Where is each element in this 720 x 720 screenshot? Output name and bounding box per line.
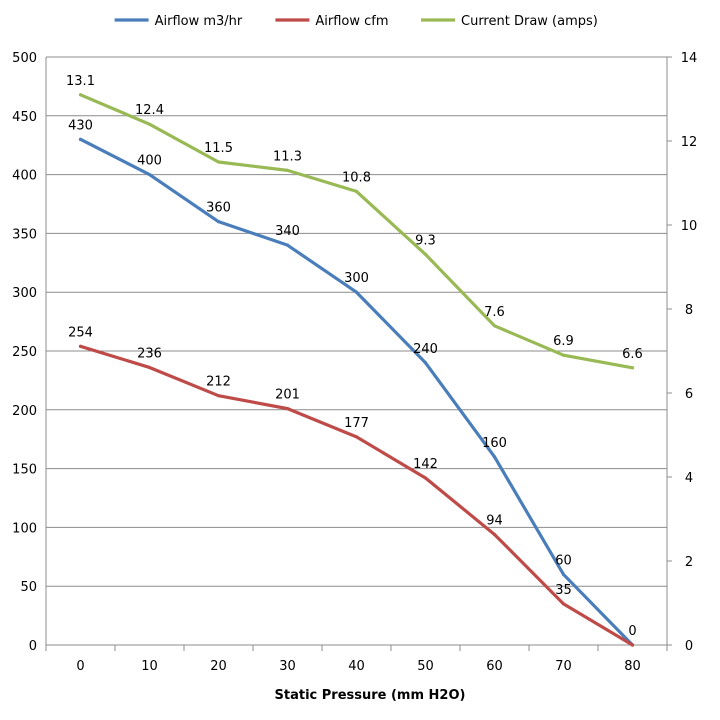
data-point-airflow-m3-hr-0: [78, 137, 83, 141]
series-line-airflow-cfm: [78, 344, 635, 647]
data-point-airflow-cfm-1: [147, 365, 152, 370]
y2-tick-label-12: 12: [681, 135, 698, 150]
data-label-airflow-cfm-6: 94: [486, 513, 503, 528]
data-point-airflow-m3-hr-1: [147, 173, 152, 177]
data-point-current-draw-amps-3: [285, 168, 290, 172]
y2-tick-label-4: 4: [685, 471, 693, 486]
data-point-current-draw-amps-1: [147, 122, 152, 126]
y-tick-label-300: 300: [12, 286, 37, 301]
y-tick-label-50: 50: [20, 580, 37, 595]
data-label-current-draw-amps-3: 11.3: [273, 149, 302, 164]
data-point-airflow-m3-hr-3: [285, 243, 290, 247]
y-tick-label-150: 150: [12, 463, 37, 478]
y-tick-label-200: 200: [12, 404, 37, 419]
y2-tick-label-8: 8: [685, 303, 693, 318]
data-point-airflow-m3-hr-2: [216, 220, 221, 224]
data-point-airflow-cfm-3: [285, 407, 290, 411]
legend-label-airflow-m3-hr: Airflow m3/hr: [155, 14, 243, 29]
data-point-current-draw-amps-8: [630, 366, 635, 370]
x-tick-label-10: 10: [141, 659, 158, 674]
x-tick-label-0: 0: [76, 659, 84, 674]
x-axis-title: Static Pressure (mm H2O): [275, 688, 466, 703]
data-label-airflow-cfm-7: 35: [555, 583, 572, 598]
data-point-airflow-cfm-5: [423, 476, 428, 480]
data-label-airflow-m3-hr-1: 400: [137, 154, 162, 169]
data-label-airflow-m3-hr-8: 0: [628, 624, 636, 639]
data-label-airflow-cfm-3: 201: [275, 388, 300, 403]
data-point-current-draw-amps-4: [354, 189, 359, 193]
data-point-airflow-m3-hr-6: [492, 455, 497, 459]
data-point-airflow-cfm-8: [630, 643, 635, 647]
data-point-airflow-cfm-7: [561, 602, 566, 606]
data-label-current-draw-amps-1: 12.4: [135, 103, 164, 118]
x-tick-label-30: 30: [279, 659, 296, 674]
axes: 0501001502002503003504004505000246810121…: [12, 51, 697, 674]
y-tick-label-500: 500: [12, 51, 37, 66]
data-point-current-draw-amps-6: [492, 324, 497, 328]
data-point-airflow-m3-hr-4: [354, 290, 359, 294]
data-label-current-draw-amps-4: 10.8: [342, 170, 371, 185]
y-tick-label-250: 250: [12, 345, 37, 360]
y2-tick-label-0: 0: [685, 639, 693, 654]
data-point-airflow-m3-hr-7: [561, 572, 566, 577]
data-label-airflow-m3-hr-6: 160: [482, 436, 507, 451]
data-label-current-draw-amps-5: 9.3: [415, 233, 436, 248]
y2-tick-label-14: 14: [681, 51, 698, 66]
y-tick-label-350: 350: [12, 227, 37, 242]
data-label-airflow-m3-hr-4: 300: [344, 271, 369, 286]
y2-tick-label-6: 6: [685, 387, 693, 402]
y-tick-label-100: 100: [12, 521, 37, 536]
data-label-airflow-cfm-5: 142: [413, 457, 438, 472]
data-label-current-draw-amps-2: 11.5: [204, 141, 233, 156]
x-tick-label-60: 60: [486, 659, 503, 674]
data-point-airflow-cfm-6: [492, 532, 497, 537]
y2-tick-label-10: 10: [681, 219, 698, 234]
x-tick-label-40: 40: [348, 659, 365, 674]
series-line-airflow-m3-hr: [78, 137, 635, 647]
data-point-current-draw-amps-2: [216, 160, 221, 164]
data-label-airflow-m3-hr-0: 430: [68, 118, 93, 133]
data-point-airflow-m3-hr-5: [423, 361, 428, 365]
data-label-current-draw-amps-6: 7.6: [484, 305, 505, 320]
data-label-airflow-cfm-4: 177: [344, 416, 369, 431]
y-tick-label-400: 400: [12, 169, 37, 184]
data-label-airflow-m3-hr-2: 360: [206, 201, 231, 216]
gridlines: [46, 56, 667, 646]
data-label-current-draw-amps-8: 6.6: [622, 347, 643, 362]
data-label-airflow-cfm-0: 254: [68, 325, 93, 340]
series-lines: [78, 93, 635, 647]
x-tick-label-50: 50: [417, 659, 434, 674]
data-label-airflow-m3-hr-5: 240: [413, 342, 438, 357]
x-tick-label-80: 80: [624, 659, 641, 674]
data-label-airflow-cfm-1: 236: [137, 346, 162, 361]
data-point-airflow-cfm-2: [216, 394, 221, 398]
y2-tick-label-2: 2: [685, 555, 693, 570]
series-line-current-draw-amps: [78, 93, 635, 370]
data-label-airflow-cfm-2: 212: [206, 375, 231, 390]
data-labels: 430 400 360 340 300 240 160 60 0 254 236 212 201 177 1…: [66, 74, 643, 639]
legend-label-current-draw-amps: Current Draw (amps): [461, 14, 598, 29]
x-tick-label-70: 70: [555, 659, 572, 674]
legend-label-airflow-cfm: Airflow cfm: [315, 14, 388, 29]
data-label-current-draw-amps-0: 13.1: [66, 74, 95, 89]
data-point-airflow-cfm-0: [78, 344, 83, 348]
legend: Airflow m3/hr Airflow cfm Current Draw (am…: [114, 14, 598, 29]
data-label-airflow-m3-hr-3: 340: [275, 224, 300, 239]
data-point-current-draw-amps-0: [78, 93, 83, 97]
y-tick-label-450: 450: [12, 110, 37, 125]
y-tick-label-0: 0: [29, 639, 37, 654]
data-label-airflow-m3-hr-7: 60: [555, 553, 572, 568]
data-point-current-draw-amps-7: [561, 353, 566, 357]
data-label-current-draw-amps-7: 6.9: [553, 334, 574, 349]
data-point-current-draw-amps-5: [423, 252, 428, 256]
x-tick-label-20: 20: [210, 659, 227, 674]
data-point-airflow-cfm-4: [354, 435, 359, 439]
